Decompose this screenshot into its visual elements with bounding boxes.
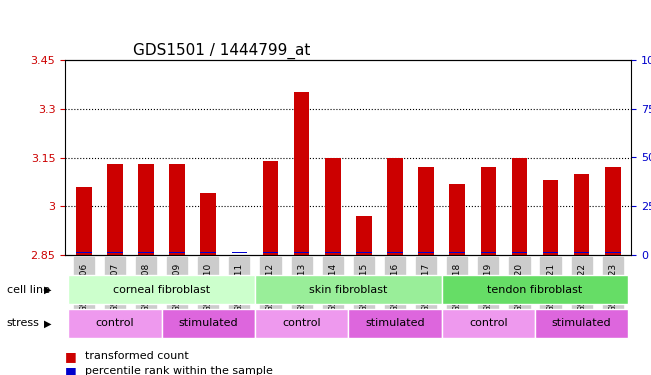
FancyBboxPatch shape [255, 309, 348, 338]
Text: percentile rank within the sample: percentile rank within the sample [85, 366, 273, 375]
Bar [76, 252, 92, 254]
Bar [449, 252, 465, 254]
Text: tendon fibroblast: tendon fibroblast [488, 285, 583, 295]
Bar [356, 216, 372, 255]
Bar [169, 252, 185, 254]
Bar [76, 187, 92, 255]
Bar [325, 158, 340, 255]
Text: skin fibroblast: skin fibroblast [309, 285, 387, 295]
Bar [480, 252, 496, 254]
Bar [294, 252, 309, 254]
Bar [480, 167, 496, 255]
Bar [356, 252, 372, 254]
Bar [543, 252, 559, 254]
FancyBboxPatch shape [441, 275, 628, 304]
Bar [107, 164, 122, 255]
Text: stimulated: stimulated [178, 318, 238, 328]
Bar [387, 252, 403, 254]
Text: cell line: cell line [7, 285, 49, 295]
Text: corneal fibroblast: corneal fibroblast [113, 285, 210, 295]
Bar [201, 193, 216, 255]
Bar [138, 252, 154, 254]
Bar [107, 252, 122, 254]
Bar [201, 252, 216, 254]
Bar [232, 252, 247, 254]
Text: GDS1501 / 1444799_at: GDS1501 / 1444799_at [133, 42, 311, 58]
Text: ■: ■ [65, 365, 77, 375]
FancyBboxPatch shape [161, 309, 255, 338]
Text: stimulated: stimulated [365, 318, 424, 328]
Bar [543, 180, 559, 255]
FancyBboxPatch shape [441, 309, 535, 338]
Text: stimulated: stimulated [552, 318, 611, 328]
Bar [605, 167, 620, 255]
Bar [169, 164, 185, 255]
Bar [419, 252, 434, 254]
Bar [605, 252, 620, 254]
Text: ■: ■ [65, 350, 77, 363]
Bar [387, 158, 403, 255]
Text: control: control [469, 318, 508, 328]
FancyBboxPatch shape [255, 275, 441, 304]
Bar [512, 252, 527, 254]
FancyBboxPatch shape [68, 275, 255, 304]
Text: stress: stress [7, 318, 39, 328]
Bar [512, 158, 527, 255]
Bar [325, 252, 340, 254]
Bar [138, 164, 154, 255]
Bar [574, 174, 589, 255]
Bar [263, 161, 278, 255]
Text: ▶: ▶ [44, 318, 52, 328]
Bar [449, 183, 465, 255]
Bar [294, 93, 309, 255]
Bar [263, 252, 278, 254]
Text: transformed count: transformed count [85, 351, 188, 361]
Text: ▶: ▶ [44, 285, 52, 295]
Bar [574, 252, 589, 254]
Text: control: control [283, 318, 321, 328]
FancyBboxPatch shape [535, 309, 628, 338]
Bar [419, 167, 434, 255]
FancyBboxPatch shape [68, 309, 161, 338]
Text: control: control [96, 318, 134, 328]
FancyBboxPatch shape [348, 309, 441, 338]
